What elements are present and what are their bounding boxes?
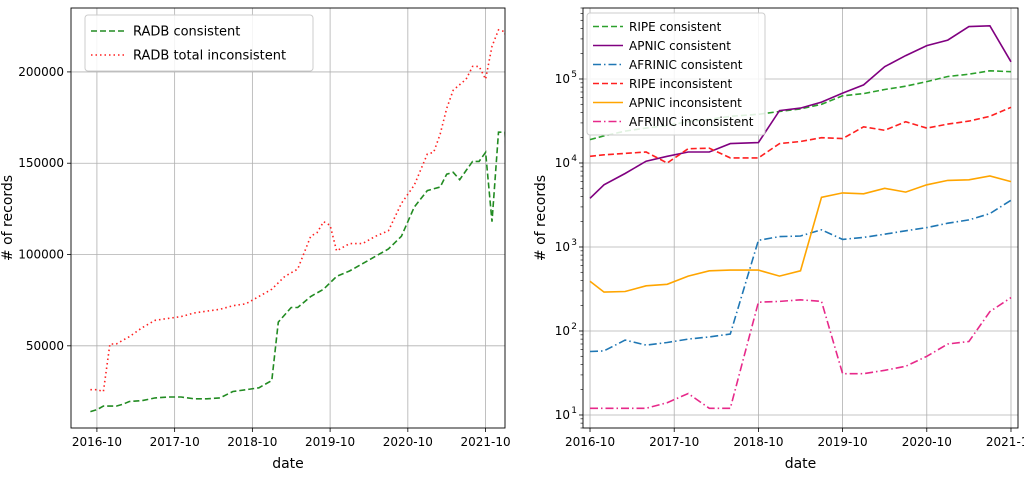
x-tick-label: 2018-10 xyxy=(227,435,277,449)
legend-label: APNIC inconsistent xyxy=(629,96,742,110)
y-axis-label: # of records xyxy=(0,175,16,261)
series-line-2 xyxy=(90,28,505,393)
legend-label: APNIC consistent xyxy=(629,39,731,53)
series-line-2 xyxy=(589,24,1012,199)
chart-panel-2: 2016-10 2017-10 2018-10 2019-10 2020-10 2021-… xyxy=(533,7,1024,472)
series-line-6 xyxy=(590,296,1012,410)
legend-box xyxy=(586,12,766,136)
legend-label: RIPE inconsistent xyxy=(629,77,733,91)
x-tick-label: 2019-10 xyxy=(818,435,868,449)
plot-frame xyxy=(70,7,506,429)
x-tick-label: 2016-10 xyxy=(72,435,122,449)
x-axis-label: date xyxy=(272,456,304,472)
x-tick-label: 2020-10 xyxy=(902,435,952,449)
y-tick-label: 100000 xyxy=(18,248,64,262)
x-tick-label: 2020-10 xyxy=(383,435,433,449)
plot-frame xyxy=(582,7,1019,429)
chart-panel-1: 2016-10 2017-10 2018-10 2019-10 2020-10 2021-… xyxy=(0,7,511,472)
y-tick-exponent: 1 xyxy=(571,406,577,416)
legend-label: RIPE consistent xyxy=(629,20,722,34)
y-tick-label: 10 xyxy=(555,240,570,254)
y-tick-exponent: 2 xyxy=(571,322,577,332)
series-line-4 xyxy=(589,106,1012,164)
y-tick-exponent: 5 xyxy=(571,70,577,80)
y-tick-label: 10 xyxy=(555,156,570,170)
legend-label: RADB total inconsistent xyxy=(133,49,286,64)
y-tick-label: 50000 xyxy=(26,339,64,353)
legend-label: AFRINIC inconsistent xyxy=(629,115,754,129)
y-tick-label: 10 xyxy=(555,408,570,422)
legend-label: AFRINIC consistent xyxy=(629,58,743,72)
x-tick-label: 2017-10 xyxy=(649,435,699,449)
legend-box xyxy=(84,14,314,72)
y-tick-label: 10 xyxy=(555,324,570,338)
x-tick-label: 2017-10 xyxy=(150,435,200,449)
legend-label: RADB consistent xyxy=(133,25,240,40)
y-tick-label: 10 xyxy=(555,72,570,86)
y-tick-label: 150000 xyxy=(18,156,64,170)
y-tick-exponent: 4 xyxy=(571,154,577,164)
x-tick-label: 2021-10 xyxy=(986,435,1024,449)
series-line-5 xyxy=(589,175,1012,293)
x-tick-label: 2021-10 xyxy=(460,435,510,449)
x-tick-label: 2019-10 xyxy=(305,435,355,449)
y-tick-exponent: 3 xyxy=(571,238,577,248)
y-tick-label: 200000 xyxy=(18,65,64,79)
y-axis-label: # of records xyxy=(533,175,549,261)
series-line-1 xyxy=(90,131,505,413)
x-tick-label: 2016-10 xyxy=(565,435,615,449)
x-tick-label: 2018-10 xyxy=(733,435,783,449)
series-line-3 xyxy=(589,199,1012,353)
x-axis-label: date xyxy=(785,456,817,472)
